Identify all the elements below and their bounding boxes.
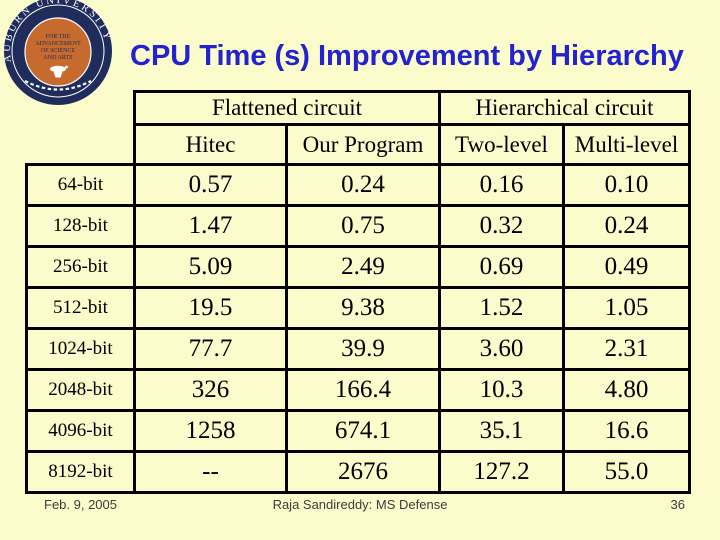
column-header-row: Hitec Our Program Two-level Multi-level xyxy=(27,123,691,166)
seal-center-text-line-3: OF SCIENCE xyxy=(41,48,76,54)
data-cell: 0.57 xyxy=(133,163,288,207)
data-cell: 0.32 xyxy=(438,204,565,248)
lamp-icon xyxy=(50,65,68,78)
seal-center-text-line-4: AND ARTS xyxy=(43,55,72,61)
seal-ring-outline xyxy=(11,4,105,98)
data-cell: 0.10 xyxy=(562,163,691,207)
data-cell: 77.7 xyxy=(133,327,288,371)
data-cell: 1258 xyxy=(133,409,288,453)
data-cell: 1.47 xyxy=(133,204,288,248)
data-cell: 0.75 xyxy=(285,204,441,248)
row-label-cell: 4096-bit xyxy=(25,409,136,453)
data-cell: 5.09 xyxy=(133,245,288,289)
data-cell: 166.4 xyxy=(285,368,441,412)
data-cell: 2676 xyxy=(285,450,441,494)
data-cell: 16.6 xyxy=(562,409,691,453)
data-cell: 19.5 xyxy=(133,286,288,330)
col-header-two-level: Two-level xyxy=(438,123,565,166)
footer-presentation-title: Raja Sandireddy: MS Defense xyxy=(272,497,448,512)
cpu-time-table: Flattened circuit Hierarchical circuit H… xyxy=(25,90,691,494)
row-label-cell: 128-bit xyxy=(25,204,136,248)
seal-center-text-line-1: FOR THE xyxy=(46,34,71,40)
table-row-512bit: 512-bit 19.5 9.38 1.52 1.05 xyxy=(25,286,691,330)
data-cell: 127.2 xyxy=(438,450,565,494)
group-header-row: Flattened circuit Hierarchical circuit xyxy=(27,90,691,126)
table-row-4096bit: 4096-bit 1258 674.1 35.1 16.6 xyxy=(25,409,691,453)
table-row-1024bit: 1024-bit 77.7 39.9 3.60 2.31 xyxy=(25,327,691,371)
table-row-2048bit: 2048-bit 326 166.4 10.3 4.80 xyxy=(25,368,691,412)
data-cell: 1.05 xyxy=(562,286,691,330)
data-cell: 2.31 xyxy=(562,327,691,371)
data-cell: 2.49 xyxy=(285,245,441,289)
data-cell: 0.16 xyxy=(438,163,565,207)
data-cell: 0.49 xyxy=(562,245,691,289)
group-header-flattened: Flattened circuit xyxy=(133,90,441,126)
table-row-128bit: 128-bit 1.47 0.75 0.32 0.24 xyxy=(25,204,691,248)
page-title: CPU Time (s) Improvement by Hierarchy xyxy=(130,40,684,72)
data-cell: 326 xyxy=(133,368,288,412)
row-label-cell: 64-bit xyxy=(25,163,136,207)
row-label-cell: 2048-bit xyxy=(25,368,136,412)
data-cell: 1.52 xyxy=(438,286,565,330)
row-label-cell: 512-bit xyxy=(25,286,136,330)
seal-laurel-decoration xyxy=(24,80,92,91)
row-label-cell: 1024-bit xyxy=(25,327,136,371)
data-cell: -- xyxy=(133,450,288,494)
col-header-our-program: Our Program xyxy=(285,123,441,166)
data-cell: 674.1 xyxy=(285,409,441,453)
data-cell: 35.1 xyxy=(438,409,565,453)
seal-center-text-line-2: ADVANCEMENT xyxy=(35,41,81,47)
header-spacer-cell xyxy=(27,92,135,165)
table-row-64bit: 64-bit 0.57 0.24 0.16 0.10 xyxy=(25,163,691,207)
group-header-hierarchical: Hierarchical circuit xyxy=(438,90,691,126)
data-cell: 0.69 xyxy=(438,245,565,289)
data-cell: 0.24 xyxy=(562,204,691,248)
footer-page-number: 36 xyxy=(670,497,685,512)
auburn-university-seal-logo: AUBURN UNIVERSITY FOR THE ADVANCEMENT OF… xyxy=(2,0,112,105)
data-cell: 3.60 xyxy=(438,327,565,371)
row-label-cell: 8192-bit xyxy=(25,450,136,494)
col-header-multi-level: Multi-level xyxy=(562,123,691,166)
data-cell: 55.0 xyxy=(562,450,691,494)
row-label-cell: 256-bit xyxy=(25,245,136,289)
table-row-8192bit: 8192-bit -- 2676 127.2 55.0 xyxy=(25,450,691,494)
data-cell: 39.9 xyxy=(285,327,441,371)
data-cell: 0.24 xyxy=(285,163,441,207)
data-cell: 4.80 xyxy=(562,368,691,412)
seal-inner-oval xyxy=(24,17,92,87)
data-cell: 9.38 xyxy=(285,286,441,330)
data-cell: 10.3 xyxy=(438,368,565,412)
footer-date: Feb. 9, 2005 xyxy=(44,497,117,512)
col-header-hitec: Hitec xyxy=(133,123,288,166)
table-row-256bit: 256-bit 5.09 2.49 0.69 0.49 xyxy=(25,245,691,289)
